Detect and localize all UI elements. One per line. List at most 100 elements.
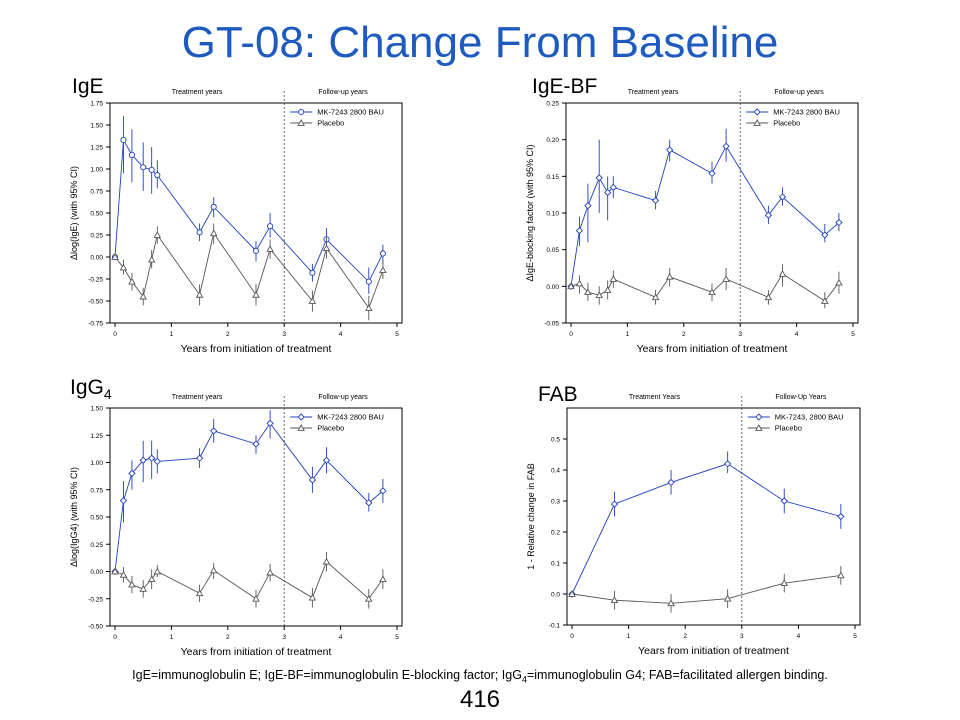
y-tick-label: -0.1 bbox=[549, 623, 561, 630]
data-point bbox=[148, 166, 155, 173]
series-placebo bbox=[111, 551, 387, 609]
x-tick-label: 5 bbox=[851, 331, 855, 338]
x-tick-label: 1 bbox=[627, 633, 631, 640]
data-point bbox=[651, 196, 660, 205]
y-tick-label: -0.50 bbox=[88, 624, 103, 631]
chart-igg4: -0.50 -0.25 0.00 0.25 0.50 0.75 1.00 1.25 1.50 0 1… bbox=[69, 394, 403, 658]
data-point bbox=[609, 183, 617, 191]
series-active bbox=[111, 410, 387, 576]
x-tick-label: 3 bbox=[740, 633, 744, 640]
series-placebo bbox=[111, 223, 387, 321]
x-tick-label: 2 bbox=[683, 633, 687, 640]
data-point bbox=[148, 454, 156, 462]
y-tick-label: 0.50 bbox=[90, 515, 103, 522]
series-line bbox=[114, 422, 384, 572]
data-point bbox=[266, 419, 274, 427]
legend-marker bbox=[297, 413, 305, 421]
x-tick-label: 2 bbox=[226, 634, 230, 641]
y-tick-label: 0.50 bbox=[90, 211, 103, 218]
data-point bbox=[567, 282, 575, 290]
panel-label-ige: IgE bbox=[72, 75, 104, 99]
x-tick-label: 0 bbox=[113, 331, 117, 338]
x-tick-label: 5 bbox=[395, 634, 399, 641]
data-point bbox=[139, 456, 147, 464]
data-point bbox=[837, 512, 845, 521]
data-point bbox=[267, 223, 274, 230]
follow-up-years-label: Follow-up years bbox=[774, 89, 824, 96]
data-point bbox=[778, 269, 787, 277]
data-point bbox=[196, 229, 203, 236]
treatment-years-label: Treatment Years bbox=[629, 394, 681, 401]
data-point bbox=[111, 253, 119, 260]
treatment-years-label: Treatment years bbox=[172, 89, 223, 96]
series-placebo bbox=[567, 264, 843, 309]
data-point bbox=[595, 174, 603, 182]
x-axis-label: Years from initiation of treatment bbox=[637, 343, 788, 355]
follow-up-years-label: Follow-up years bbox=[318, 89, 368, 96]
x-tick-label: 3 bbox=[282, 331, 286, 338]
data-point bbox=[837, 571, 845, 579]
follow-up-years-label: Follow-Up Years bbox=[775, 394, 826, 401]
data-point bbox=[322, 557, 331, 565]
footnote-subscript: 4 bbox=[521, 674, 527, 685]
data-point bbox=[128, 580, 136, 588]
x-tick-label: 3 bbox=[282, 634, 286, 641]
data-point bbox=[128, 277, 136, 285]
legend-marker bbox=[753, 119, 761, 126]
legend-marker bbox=[755, 413, 763, 421]
plot-frame bbox=[566, 407, 861, 626]
panel-label-fab: FAB bbox=[538, 383, 578, 407]
y-tick-label: 0.5 bbox=[551, 437, 560, 444]
data-point bbox=[764, 293, 773, 301]
y-tick-label: 0.1 bbox=[551, 561, 560, 568]
chart-ige-bf: -0.05 0.00 0.05 0.10 0.15 0.20 0.25 0 1 2 3 4 5 Years… bbox=[525, 89, 859, 355]
panel-label-text: IgE-BF bbox=[532, 75, 598, 98]
data-point bbox=[252, 290, 260, 298]
data-point bbox=[128, 469, 136, 478]
legend-marker bbox=[298, 108, 305, 116]
x-tick-label: 0 bbox=[569, 331, 573, 338]
y-tick-label: 1.50 bbox=[90, 406, 103, 413]
data-point bbox=[120, 136, 127, 144]
x-tick-label: 4 bbox=[797, 633, 801, 640]
y-tick-label: 0.0 bbox=[551, 592, 560, 599]
series-line bbox=[570, 273, 840, 302]
series-active bbox=[567, 128, 843, 290]
slide-title: GT-08: Change From Baseline bbox=[181, 18, 779, 67]
legend-label: MK-7243 2800 BAU bbox=[317, 413, 384, 422]
data-point bbox=[821, 231, 829, 239]
data-point bbox=[610, 500, 619, 508]
data-point bbox=[379, 575, 387, 582]
data-point bbox=[835, 278, 843, 286]
data-point bbox=[266, 568, 274, 576]
footnote: IgE=immunoglobulin E; IgE-BF=immunoglobu… bbox=[0, 668, 960, 685]
data-point bbox=[308, 297, 317, 304]
data-point bbox=[610, 596, 619, 604]
y-tick-label: 0.00 bbox=[546, 284, 559, 291]
x-tick-label: 0 bbox=[570, 633, 574, 640]
y-axis-label: 1 - Relative change in FAB bbox=[526, 463, 536, 570]
data-point bbox=[584, 288, 592, 296]
data-point bbox=[119, 497, 128, 505]
panel-label-text: IgE bbox=[72, 75, 104, 98]
y-tick-label: 1.50 bbox=[90, 123, 103, 130]
data-point bbox=[365, 499, 373, 507]
y-tick-label: -0.75 bbox=[88, 321, 103, 328]
legend-marker bbox=[755, 424, 763, 431]
data-point bbox=[667, 599, 675, 607]
y-tick-label: 0.75 bbox=[90, 189, 103, 196]
panel-label-ige-bf: IgE-BF bbox=[532, 75, 597, 99]
series-line bbox=[114, 560, 384, 600]
x-tick-label: 5 bbox=[395, 331, 399, 338]
data-point bbox=[568, 590, 576, 597]
data-point bbox=[128, 151, 135, 158]
data-point bbox=[835, 218, 843, 227]
x-axis-label: Years from initiation of treatment bbox=[638, 645, 789, 657]
data-point bbox=[154, 172, 161, 179]
data-point bbox=[140, 164, 147, 171]
legend-marker bbox=[297, 119, 305, 126]
x-tick-label: 4 bbox=[339, 331, 343, 338]
y-tick-label: -0.05 bbox=[544, 321, 559, 328]
series-line bbox=[571, 574, 841, 604]
x-tick-label: 4 bbox=[339, 634, 343, 641]
